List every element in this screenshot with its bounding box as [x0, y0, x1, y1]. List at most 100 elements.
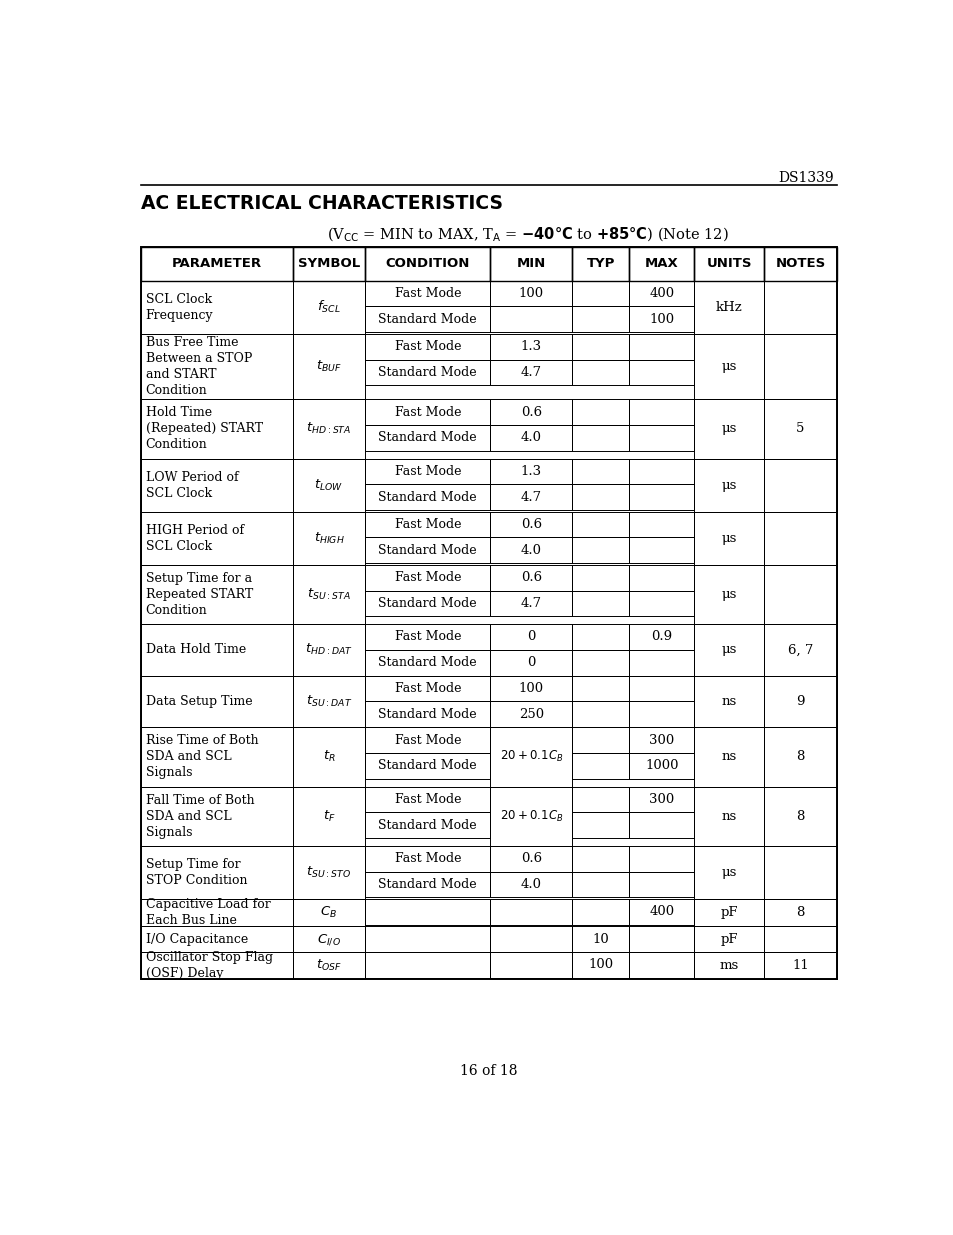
- Bar: [141, 333, 293, 399]
- Bar: [694, 564, 763, 624]
- Text: μs: μs: [720, 866, 736, 879]
- Text: AC ELECTRICAL CHARACTERISTICS: AC ELECTRICAL CHARACTERISTICS: [141, 194, 502, 214]
- Bar: [572, 787, 629, 813]
- Bar: [365, 624, 490, 650]
- Bar: [490, 359, 572, 385]
- Text: Standard Mode: Standard Mode: [378, 490, 476, 504]
- Text: 1.3: 1.3: [520, 340, 541, 353]
- Bar: [490, 399, 572, 425]
- Bar: [572, 727, 629, 753]
- Bar: [572, 846, 629, 872]
- Bar: [629, 753, 694, 779]
- Text: UNITS: UNITS: [705, 257, 751, 270]
- Text: Standard Mode: Standard Mode: [378, 431, 476, 445]
- Text: Fall Time of Both
SDA and SCL
Signals: Fall Time of Both SDA and SCL Signals: [146, 794, 253, 839]
- Text: Setup Time for a
Repeated START
Condition: Setup Time for a Repeated START Conditio…: [146, 572, 253, 618]
- Text: kHz: kHz: [715, 300, 741, 314]
- Text: 400: 400: [649, 287, 674, 300]
- Bar: [141, 899, 293, 926]
- Bar: [490, 676, 572, 701]
- Bar: [365, 564, 490, 590]
- Bar: [293, 399, 365, 458]
- Text: Standard Mode: Standard Mode: [378, 366, 476, 379]
- Bar: [141, 247, 293, 280]
- Bar: [365, 676, 490, 701]
- Text: Fast Mode: Fast Mode: [395, 682, 460, 695]
- Bar: [572, 813, 629, 839]
- Text: Fast Mode: Fast Mode: [395, 793, 460, 806]
- Bar: [365, 753, 490, 779]
- Bar: [490, 590, 572, 616]
- Text: $t_{SU:STO}$: $t_{SU:STO}$: [306, 864, 351, 879]
- Bar: [490, 872, 572, 898]
- Bar: [629, 624, 694, 650]
- Bar: [141, 787, 293, 846]
- Text: μs: μs: [720, 479, 736, 492]
- Bar: [141, 676, 293, 727]
- Bar: [293, 899, 365, 926]
- Bar: [694, 247, 763, 280]
- Bar: [490, 701, 572, 727]
- Bar: [365, 333, 490, 359]
- Text: 100: 100: [649, 312, 674, 326]
- Bar: [572, 701, 629, 727]
- Bar: [694, 676, 763, 727]
- Bar: [694, 280, 763, 333]
- Bar: [572, 280, 629, 306]
- Bar: [141, 511, 293, 564]
- Text: 8: 8: [796, 906, 803, 919]
- Text: 4.7: 4.7: [520, 366, 541, 379]
- Bar: [629, 813, 694, 839]
- Bar: [694, 899, 763, 926]
- Text: Setup Time for
STOP Condition: Setup Time for STOP Condition: [146, 858, 247, 887]
- Text: 11: 11: [791, 960, 808, 972]
- Text: Rise Time of Both
SDA and SCL
Signals: Rise Time of Both SDA and SCL Signals: [146, 735, 258, 779]
- Bar: [572, 247, 629, 280]
- Text: 1000: 1000: [644, 760, 678, 772]
- Bar: [572, 425, 629, 451]
- Bar: [763, 399, 836, 458]
- Bar: [141, 399, 293, 458]
- Bar: [763, 458, 836, 511]
- Text: μs: μs: [720, 359, 736, 373]
- Text: Fast Mode: Fast Mode: [395, 464, 460, 478]
- Text: MAX: MAX: [644, 257, 678, 270]
- Text: $20 + 0.1C_B$: $20 + 0.1C_B$: [499, 809, 562, 824]
- Bar: [629, 727, 694, 753]
- Bar: [694, 624, 763, 676]
- Bar: [572, 590, 629, 616]
- Text: HIGH Period of
SCL Clock: HIGH Period of SCL Clock: [146, 524, 243, 553]
- Text: 5: 5: [796, 422, 803, 436]
- Bar: [629, 333, 694, 359]
- Text: Standard Mode: Standard Mode: [378, 760, 476, 772]
- Text: $t_{LOW}$: $t_{LOW}$: [314, 478, 343, 493]
- Bar: [572, 458, 629, 484]
- Bar: [763, 280, 836, 333]
- Text: Fast Mode: Fast Mode: [395, 571, 460, 584]
- Bar: [629, 899, 694, 925]
- Bar: [629, 306, 694, 332]
- Bar: [141, 458, 293, 511]
- Text: Oscillator Stop Flag
(OSF) Delay: Oscillator Stop Flag (OSF) Delay: [146, 951, 273, 981]
- Bar: [629, 676, 694, 701]
- Bar: [490, 926, 572, 952]
- Text: SYMBOL: SYMBOL: [297, 257, 359, 270]
- Bar: [694, 787, 763, 846]
- Text: 4.0: 4.0: [520, 543, 541, 557]
- Text: Fast Mode: Fast Mode: [395, 340, 460, 353]
- Bar: [572, 511, 629, 537]
- Bar: [365, 511, 490, 537]
- Text: $t_{HD:DAT}$: $t_{HD:DAT}$: [305, 642, 353, 657]
- Bar: [365, 727, 490, 753]
- Bar: [629, 787, 694, 813]
- Bar: [763, 899, 836, 926]
- Bar: [763, 564, 836, 624]
- Bar: [572, 872, 629, 898]
- Bar: [141, 564, 293, 624]
- Text: Fast Mode: Fast Mode: [395, 405, 460, 419]
- Text: SCL Clock
Frequency: SCL Clock Frequency: [146, 293, 213, 321]
- Bar: [694, 399, 763, 458]
- Bar: [629, 952, 694, 978]
- Bar: [572, 399, 629, 425]
- Bar: [365, 650, 490, 676]
